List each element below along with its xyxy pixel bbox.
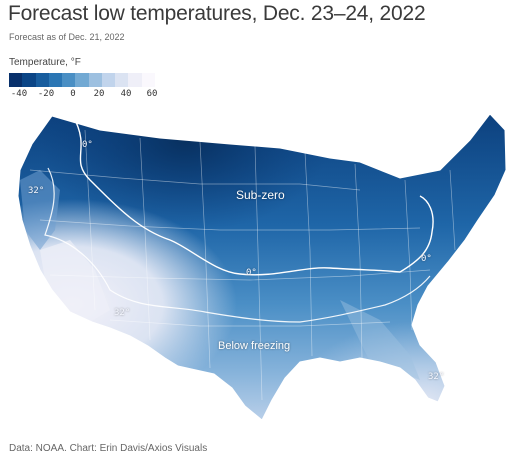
legend-color-scale <box>9 73 155 87</box>
legend-swatch <box>9 73 23 87</box>
legend-swatch <box>101 73 116 87</box>
legend-tick: 40 <box>120 89 132 99</box>
zero-degree-isotherm <box>74 119 434 276</box>
source-credit: Data: NOAA. Chart: Erin Davis/Axios Visu… <box>9 443 208 454</box>
legend-tick: -40 <box>10 89 28 99</box>
legend-swatch <box>48 73 63 87</box>
legend-ticks: -40 -20 0 20 40 60 <box>9 89 169 101</box>
us-outline <box>17 113 507 421</box>
legend-tick: 0 <box>70 89 76 99</box>
legend-swatch <box>62 73 76 87</box>
label-zero-central: 0° <box>246 268 257 278</box>
legend-swatch <box>128 73 142 87</box>
label-below-freezing: Below freezing <box>218 340 291 352</box>
legend-swatch <box>141 73 155 87</box>
us-temperature-map: Sub-zero Below freezing 0° 0° 0° 32° 32°… <box>0 100 515 430</box>
chart-title: Forecast low temperatures, Dec. 23–24, 2… <box>8 2 426 25</box>
label-zero-east: 0° <box>421 254 432 264</box>
legend-title: Temperature, °F <box>9 57 81 68</box>
legend-tick: -20 <box>37 89 55 99</box>
map-svg <box>17 113 507 421</box>
label-32-florida: 32° <box>428 372 445 382</box>
legend-swatch <box>88 73 102 87</box>
legend-tick: 20 <box>93 89 105 99</box>
legend-swatch <box>22 73 36 87</box>
legend-swatch <box>115 73 129 87</box>
label-32-southwest: 32° <box>114 308 131 318</box>
label-subzero: Sub-zero <box>236 188 285 202</box>
label-zero-north: 0° <box>82 140 93 150</box>
state-borders <box>29 129 456 401</box>
chart-subtitle: Forecast as of Dec. 21, 2022 <box>9 32 125 42</box>
label-32-west: 32° <box>28 186 45 196</box>
legend-swatch <box>35 73 49 87</box>
legend-swatch <box>75 73 89 87</box>
freezing-isotherm <box>44 167 431 323</box>
legend-tick: 60 <box>146 89 158 99</box>
